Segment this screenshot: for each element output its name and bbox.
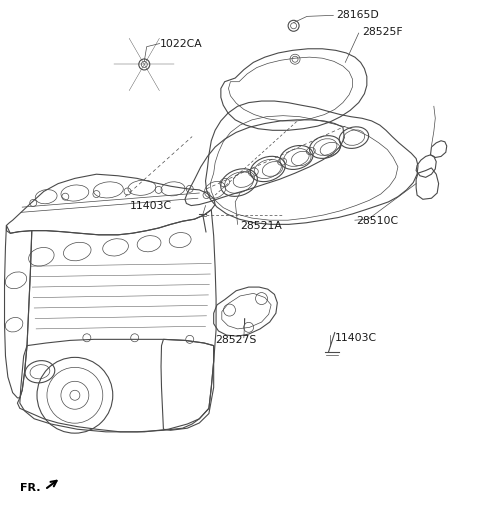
Text: 28510C: 28510C [356,216,398,226]
Text: 28525F: 28525F [362,27,403,37]
Text: 11403C: 11403C [130,201,172,211]
Text: 11403C: 11403C [335,333,377,343]
Text: 28527S: 28527S [215,335,256,345]
Text: 1022CA: 1022CA [159,39,203,49]
Text: 28521A: 28521A [240,222,282,232]
Text: 28165D: 28165D [336,10,378,20]
Text: FR.: FR. [20,483,40,493]
